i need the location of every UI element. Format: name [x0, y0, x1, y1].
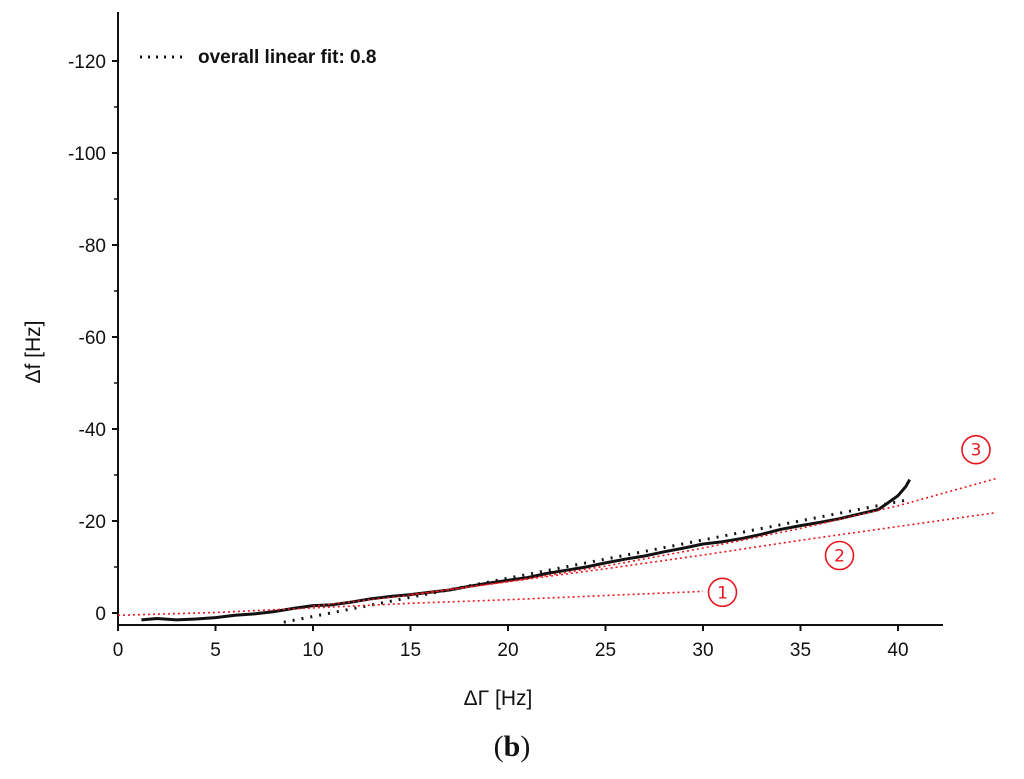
annotation-label: 2 [834, 547, 845, 567]
y-tick-label: -80 [79, 236, 106, 257]
panel-label: (b) [0, 730, 1024, 764]
x-tick-label: 30 [692, 640, 713, 661]
panel-label-letter: b [503, 730, 521, 763]
annotation-circle [707, 577, 738, 608]
panel-label-close: ) [520, 730, 531, 763]
series-layer [118, 477, 996, 624]
x-tick-label: 40 [887, 640, 908, 661]
legend-label: overall linear fit: 0.8 [198, 47, 376, 68]
x-tick-label: 10 [302, 640, 323, 661]
y-tick-label: -40 [79, 420, 106, 441]
legend: overall linear fit: 0.8 [140, 47, 376, 68]
x-tick-label: 0 [113, 640, 124, 661]
y-tick-label: -20 [79, 512, 106, 533]
x-tick-label: 20 [497, 640, 518, 661]
series-fit-curve-4 [410, 477, 996, 596]
annotation-label: 1 [717, 583, 728, 603]
y-tick-label: 0 [95, 604, 106, 625]
series-fit-curve-3 [312, 511, 996, 607]
series-measured-data [141, 478, 912, 622]
series-linear-fit [283, 498, 909, 624]
y-tick-label: -100 [68, 144, 106, 165]
y-axis-title: Δf [Hz] [22, 320, 45, 383]
x-tick-label: 5 [210, 640, 221, 661]
annotation-circle [961, 434, 991, 465]
x-tick-label: 15 [400, 640, 421, 661]
x-axis-title: ΔΓ [Hz] [464, 687, 533, 710]
axis-ticks: 0 5 10 15 20 25 30 35 40 0 -20 -40 -60 -80 -100 -120 [68, 52, 909, 661]
x-tick-label: 25 [595, 640, 616, 661]
annotation-circle [824, 540, 855, 571]
y-tick-label: -120 [68, 52, 106, 73]
annotation-label: 3 [971, 441, 982, 461]
annotation-layer: 1 2 3 [707, 434, 991, 608]
y-tick-label: -60 [79, 328, 106, 349]
panel-label-open: ( [493, 730, 504, 763]
x-tick-label: 35 [790, 640, 811, 661]
